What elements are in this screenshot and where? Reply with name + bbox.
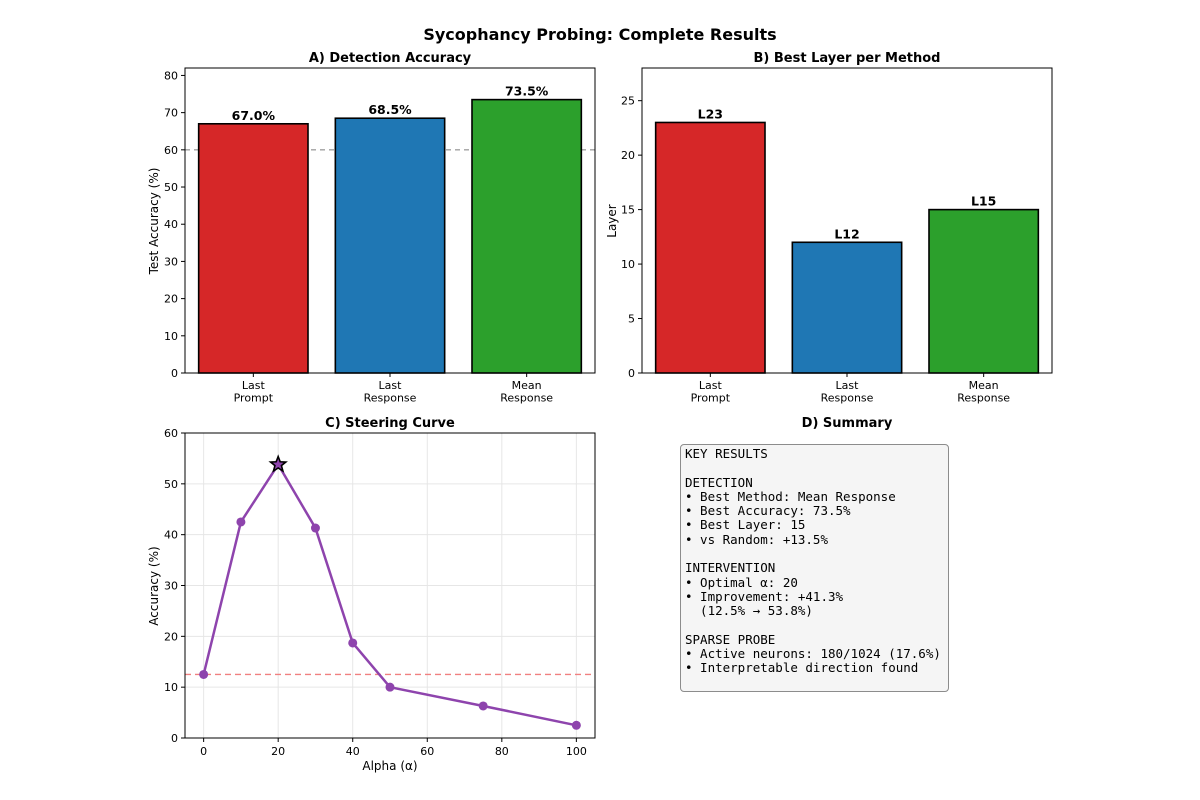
panel-c-y-axis-label: Accuracy (%) (147, 546, 161, 625)
y-tick-label: 5 (628, 313, 635, 326)
y-tick-label: 50 (164, 478, 178, 491)
panel-b-best-layer: B) Best Layer per Method Layer L23 L12 L15… (605, 51, 1053, 405)
panel-a-frame (184, 67, 596, 374)
x-tick-label: 0 (200, 745, 207, 758)
panel-c-x-axis-label: Alpha (α) (362, 759, 417, 773)
y-tick-label: 60 (164, 144, 178, 157)
panel-a-title: A) Detection Accuracy (309, 51, 472, 66)
y-tick-label: 0 (628, 367, 635, 380)
panel-b-title: B) Best Layer per Method (754, 51, 941, 66)
bar-value-label: 73.5% (505, 84, 549, 99)
x-tick-label: 40 (346, 745, 360, 758)
data-point (478, 701, 488, 711)
data-point (571, 720, 581, 730)
y-tick-label: 80 (164, 69, 178, 82)
data-point (348, 638, 358, 648)
series-line (202, 463, 577, 727)
panel-a-detection-accuracy: A) Detection Accuracy Test Accuracy (%) … (147, 51, 596, 405)
bar-value-label: L12 (834, 226, 859, 241)
y-tick-label: 20 (164, 630, 178, 643)
bar (471, 98, 583, 374)
y-tick-label: 15 (621, 204, 635, 217)
optimal-star-marker (268, 454, 288, 473)
panel-b-frame (641, 67, 1053, 374)
bar-value-label: L15 (971, 194, 996, 209)
y-tick-label: 25 (621, 95, 635, 108)
data-point (310, 523, 320, 533)
panel-c-title: C) Steering Curve (325, 416, 455, 431)
x-tick-label: Last Response (364, 379, 417, 405)
x-tick-label: 80 (495, 745, 509, 758)
y-tick-label: 30 (164, 580, 178, 593)
y-tick-label: 60 (164, 427, 178, 440)
bar (197, 122, 309, 374)
x-tick-label: Last Prompt (234, 379, 274, 405)
x-tick-label: Mean Response (957, 379, 1010, 405)
data-point (385, 682, 395, 692)
data-point (236, 517, 246, 527)
panel-d-title: D) Summary (802, 416, 893, 431)
bar-value-label: 68.5% (368, 102, 412, 117)
y-tick-label: 40 (164, 218, 178, 231)
y-tick-label: 20 (621, 149, 635, 162)
x-tick-label: 60 (420, 745, 434, 758)
figure-title: Sycophancy Probing: Complete Results (423, 25, 776, 44)
bar (928, 208, 1040, 374)
y-tick-label: 30 (164, 255, 178, 268)
y-tick-label: 70 (164, 107, 178, 120)
x-tick-label: Last Response (821, 379, 874, 405)
x-tick-label: Mean Response (500, 379, 553, 405)
summary-text: KEY RESULTS DETECTION • Best Method: Mea… (685, 446, 941, 676)
summary-box: KEY RESULTS DETECTION • Best Method: Mea… (680, 444, 949, 692)
data-point (199, 669, 209, 679)
y-tick-label: 50 (164, 181, 178, 194)
x-tick-label: Last Prompt (691, 379, 731, 405)
bar (654, 121, 766, 374)
y-tick-label: 10 (621, 258, 635, 271)
y-tick-label: 10 (164, 681, 178, 694)
y-tick-label: 10 (164, 330, 178, 343)
panel-c-frame (184, 432, 596, 739)
y-tick-label: 40 (164, 529, 178, 542)
y-tick-label: 20 (164, 293, 178, 306)
panel-c-steering-curve: C) Steering Curve Accuracy (%) Alpha (α)… (147, 416, 596, 773)
panel-b-y-axis-label: Layer (605, 204, 619, 238)
y-tick-label: 0 (171, 732, 178, 745)
x-tick-label: 100 (566, 745, 587, 758)
panel-a-y-axis-label: Test Accuracy (%) (147, 168, 161, 276)
x-tick-label: 20 (271, 745, 285, 758)
y-tick-label: 0 (171, 367, 178, 380)
bar (791, 241, 903, 374)
bar (334, 117, 446, 374)
bar-value-label: 67.0% (232, 108, 276, 123)
bar-value-label: L23 (698, 106, 723, 121)
